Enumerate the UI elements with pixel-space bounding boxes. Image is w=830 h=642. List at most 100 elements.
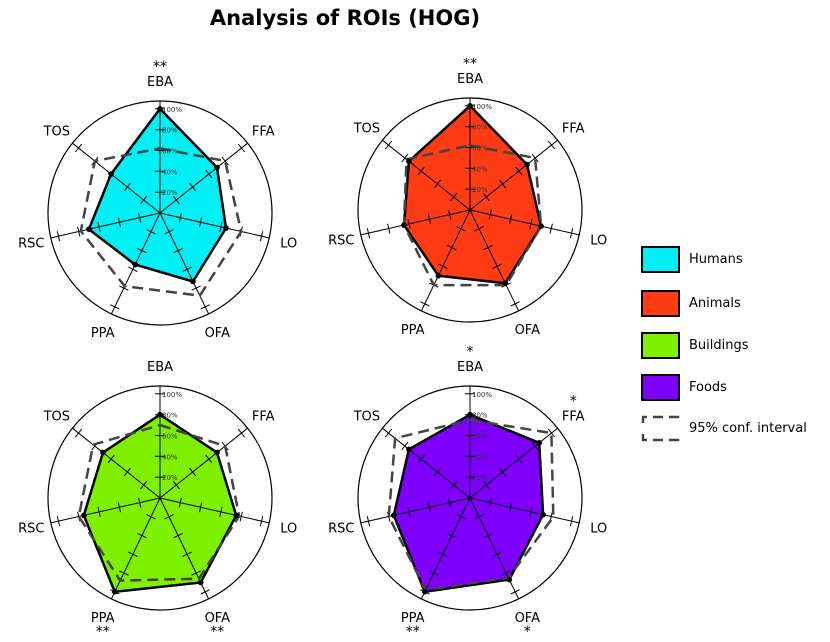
axis-tick xyxy=(510,301,520,307)
data-point-eba xyxy=(467,411,473,418)
axis-tick xyxy=(385,140,393,150)
axis-tick xyxy=(407,506,411,517)
axis-tick xyxy=(239,511,243,522)
scale-label: 20% xyxy=(472,474,488,482)
axis-label-tos: TOS xyxy=(353,410,380,425)
axis-tick xyxy=(501,570,511,576)
data-point-tos xyxy=(100,449,106,456)
axis-tick xyxy=(221,156,229,166)
axis-tick xyxy=(483,532,493,539)
axis-tick xyxy=(107,454,115,464)
axis-tick xyxy=(456,226,466,232)
axis-spoke-ofa xyxy=(469,209,520,312)
axis-tick xyxy=(117,217,121,228)
axis-spoke-tos xyxy=(72,142,161,214)
significance-ofa: * xyxy=(524,624,531,640)
axis-tick xyxy=(433,179,441,189)
scale-label: 60% xyxy=(472,433,488,441)
axis-label-lo: LO xyxy=(280,521,297,536)
axis-tick xyxy=(56,516,61,527)
axis-tick xyxy=(173,532,183,539)
axis-spoke-ofa xyxy=(159,212,210,315)
significance-eba: * xyxy=(467,344,474,360)
axis-spoke-ppa xyxy=(420,497,471,600)
axis-label-lo: LO xyxy=(590,521,607,536)
axis-tick xyxy=(482,480,490,490)
axis-tick xyxy=(488,209,492,220)
axis-tick xyxy=(547,140,555,150)
axis-label-rsc: RSC xyxy=(328,521,354,536)
legend-item-humans: Humans xyxy=(641,244,743,274)
legend-label-foods: Foods xyxy=(689,379,727,395)
axis-tick xyxy=(178,497,182,508)
axis-tick xyxy=(191,570,201,576)
data-point-lo xyxy=(223,225,229,231)
axis-tick xyxy=(447,532,457,539)
axis-tick xyxy=(401,153,409,163)
axis-tick xyxy=(164,514,174,520)
axis-tick xyxy=(492,263,502,269)
axis-spoke-lo xyxy=(159,497,270,524)
legend-item-ci: 95% conf. interval xyxy=(641,413,807,443)
significance-ppa: ** xyxy=(96,624,110,640)
legend-swatch-foods xyxy=(641,373,680,401)
axis-label-eba: EBA xyxy=(147,360,173,375)
legend-item-foods: Foods xyxy=(641,372,727,402)
ci-polygon-buildings xyxy=(77,423,241,582)
scale-label: 20% xyxy=(162,474,178,482)
axis-spoke-ffa xyxy=(469,139,558,211)
axis-tick xyxy=(509,502,513,513)
data-point-ppa xyxy=(422,589,428,595)
axis-label-eba: EBA xyxy=(457,72,483,87)
data-polygon-foods xyxy=(392,413,545,594)
axis-tick xyxy=(385,428,393,438)
axis-tick xyxy=(123,467,131,477)
axis-tick xyxy=(140,195,148,205)
axis-spoke-tos xyxy=(382,139,471,211)
axis-label-eba: EBA xyxy=(457,360,483,375)
axis-label-ofa: OFA xyxy=(205,326,231,341)
scale-label: 60% xyxy=(472,145,488,153)
scale-label: 80% xyxy=(162,127,178,135)
axis-tick xyxy=(366,228,371,239)
data-point-rsc xyxy=(391,512,397,519)
data-point-ffa xyxy=(524,161,530,168)
data-point-ppa xyxy=(132,261,138,268)
axis-tick xyxy=(450,192,458,202)
axis-spoke-rsc xyxy=(50,212,161,239)
axis-tick xyxy=(189,182,197,192)
radar-animals: 20% 40% 60% 80% 100% EBA** FFA LO OFA PPA RSC TOS xyxy=(328,56,607,338)
axis-tick xyxy=(128,266,138,272)
axis-tick xyxy=(237,428,245,438)
axis-tick xyxy=(499,179,507,189)
axis-tick xyxy=(146,229,156,235)
significance-eba: ** xyxy=(153,59,167,75)
data-point-ofa xyxy=(197,579,204,586)
axis-tick xyxy=(509,214,513,225)
axis-tick xyxy=(199,217,203,228)
axis-tick xyxy=(110,304,120,310)
axis-tick xyxy=(259,231,264,242)
axis-tick xyxy=(200,304,210,310)
data-point-tos xyxy=(406,158,412,165)
axis-tick xyxy=(56,231,61,242)
scale-label: 40% xyxy=(472,453,488,461)
axis-tick xyxy=(146,514,156,520)
axis-tick xyxy=(569,516,574,527)
axis-tick xyxy=(189,467,197,477)
data-polygon-buildings xyxy=(82,413,238,594)
axis-label-tos: TOS xyxy=(43,125,70,140)
axis-spoke-tos xyxy=(382,427,471,499)
axis-tick xyxy=(483,244,493,251)
data-point-eba xyxy=(157,411,163,418)
scale-label: 80% xyxy=(162,412,178,420)
data-polygon-humans xyxy=(87,107,228,283)
data-point-tos xyxy=(108,171,114,177)
scale-label: 80% xyxy=(472,412,488,420)
legend-label-buildings: Buildings xyxy=(689,337,749,353)
axis-tick xyxy=(205,169,213,179)
axis-tick xyxy=(205,454,213,464)
legend-label-animals: Animals xyxy=(689,295,741,311)
